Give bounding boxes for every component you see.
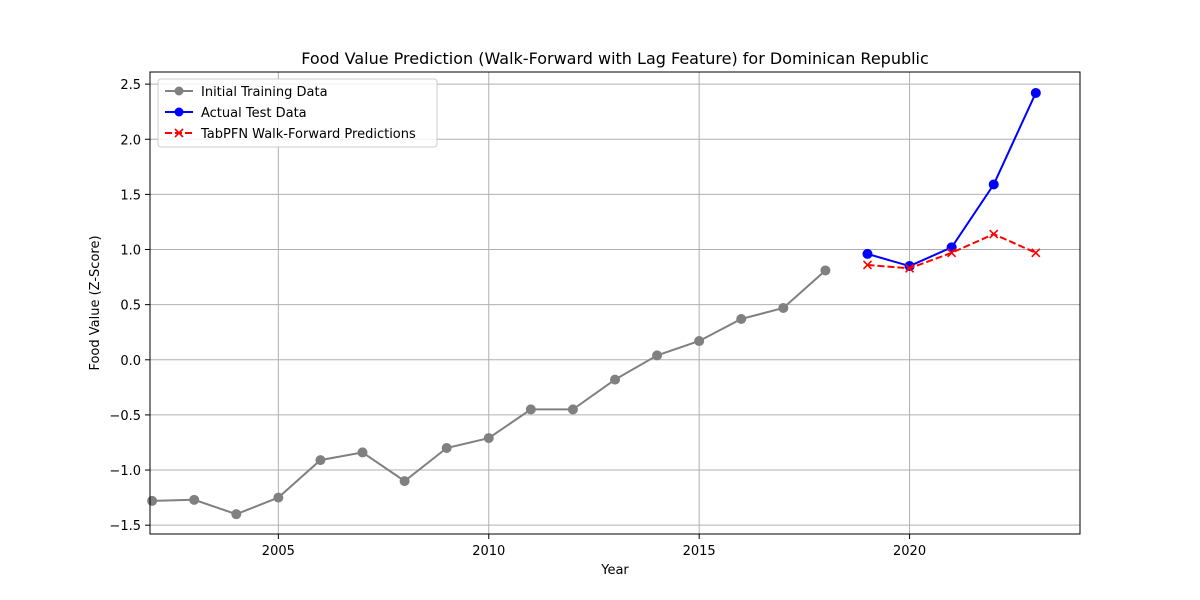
data-point — [1031, 248, 1041, 258]
data-point — [652, 350, 663, 361]
legend-item: Actual Test Data — [165, 106, 307, 121]
data-point — [231, 509, 242, 520]
legend-marker — [174, 128, 184, 138]
y-tick-label: 2.5 — [120, 78, 141, 93]
y-axis-label: Food Value (Z-Score) — [88, 235, 103, 370]
x-axis-label: Year — [600, 563, 629, 578]
x-tick-label: 2020 — [893, 544, 926, 559]
legend-marker — [174, 107, 184, 117]
data-point — [778, 302, 789, 313]
chart-title: Food Value Prediction (Walk-Forward with… — [301, 49, 929, 68]
data-point — [862, 248, 873, 259]
y-axis: −1.5 −1.0 −0.5 0.0 0.5 1.0 1.5 2.0 2.5 — [109, 78, 150, 534]
series-2 — [862, 229, 1041, 273]
legend-label: TabPFN Walk-Forward Predictions — [200, 127, 416, 142]
plot-area-frame — [149, 71, 1081, 535]
data-point — [1030, 87, 1041, 98]
data-point — [147, 495, 158, 506]
data-point — [399, 476, 410, 487]
y-tick-label: 0.0 — [120, 354, 141, 369]
data-point — [694, 336, 705, 347]
legend-marker — [174, 86, 184, 96]
data-point — [820, 265, 831, 276]
data-point — [441, 442, 452, 453]
legend-item: TabPFN Walk-Forward Predictions — [165, 127, 416, 142]
x-tick-label: 2015 — [683, 544, 716, 559]
series-1 — [862, 87, 1041, 272]
data-point — [988, 179, 999, 190]
y-tick-label: 1.5 — [120, 188, 141, 203]
x-tick-label: 2005 — [262, 544, 295, 559]
legend-label: Initial Training Data — [201, 85, 328, 100]
data-point — [315, 455, 326, 466]
y-tick-label: 0.5 — [120, 299, 141, 314]
data-point — [483, 433, 494, 444]
legend: Initial Training Data Actual Test Data Tab… — [157, 78, 438, 148]
data-point — [525, 404, 536, 415]
series-0 — [147, 265, 831, 520]
series-layer — [147, 87, 1041, 520]
y-tick-label: −1.0 — [109, 464, 141, 479]
data-point — [736, 313, 747, 324]
data-point — [610, 374, 620, 385]
legend-item: Initial Training Data — [165, 85, 328, 100]
data-point — [357, 447, 368, 458]
data-point — [189, 494, 200, 505]
y-tick-label: −0.5 — [109, 409, 141, 424]
x-tick-label: 2010 — [472, 544, 505, 559]
data-point — [862, 260, 873, 270]
y-tick-label: 2.0 — [120, 133, 141, 148]
data-point — [989, 229, 999, 239]
legend-box — [157, 78, 438, 148]
legend-label: Actual Test Data — [201, 106, 307, 121]
y-tick-label: 1.0 — [120, 244, 141, 259]
data-point — [905, 263, 915, 273]
y-tick-label: −1.5 — [109, 519, 141, 534]
grid — [150, 72, 1080, 534]
data-point — [567, 404, 578, 415]
data-point — [273, 492, 284, 503]
data-point — [947, 248, 957, 258]
x-axis: 2005 2010 2015 2020 — [262, 534, 926, 559]
